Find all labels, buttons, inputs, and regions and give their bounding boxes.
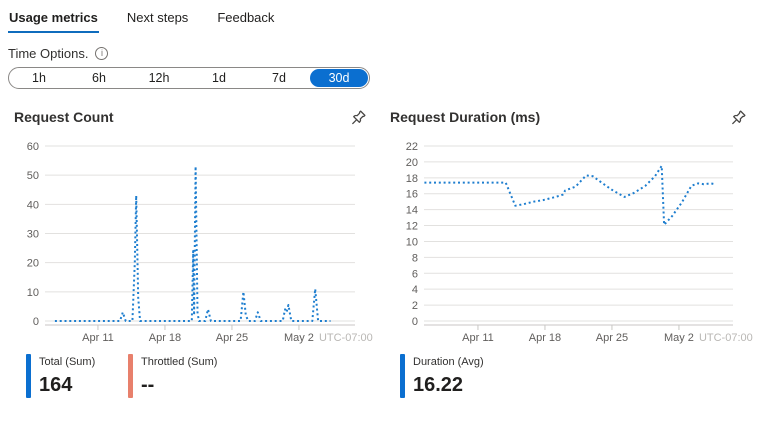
request-duration-legend: Duration (Avg) 16.22 [384, 354, 761, 398]
svg-text:2: 2 [412, 300, 418, 312]
legend-value: -- [141, 374, 155, 396]
tab-next-steps[interactable]: Next steps [126, 10, 189, 25]
svg-text:May 2: May 2 [284, 332, 314, 344]
svg-text:May 2: May 2 [664, 332, 694, 344]
svg-text:12: 12 [406, 221, 418, 233]
request-duration-chart-card: Request Duration (ms) 0 2 4 6 8 10 12 14 16 18 20 2… [384, 106, 761, 398]
time-option-12h[interactable]: 12h [148, 71, 170, 85]
svg-text:20: 20 [406, 157, 418, 169]
svg-text:6: 6 [412, 268, 418, 280]
svg-text:0: 0 [412, 316, 418, 328]
svg-text:Apr 18: Apr 18 [529, 332, 561, 344]
svg-text:16: 16 [406, 189, 418, 201]
svg-text:UTC-07:00: UTC-07:00 [319, 332, 373, 344]
svg-text:20: 20 [27, 258, 39, 270]
pin-icon[interactable] [729, 108, 747, 126]
chart-title-request-count: Request Count [14, 109, 114, 125]
legend-label: Duration (Avg) [413, 356, 484, 368]
svg-text:Apr 25: Apr 25 [596, 332, 628, 344]
svg-text:Apr 18: Apr 18 [149, 332, 181, 344]
chart-svg-1: 0 2 4 6 8 10 12 14 16 18 20 22 Apr 11 Apr 18 Apr 25 May… [406, 141, 753, 344]
svg-text:Apr 11: Apr 11 [82, 332, 114, 344]
time-option-30d[interactable]: 30d [310, 69, 368, 87]
legend-color-bar [400, 354, 405, 398]
request-count-chart-card: Request Count 0 10 20 30 40 50 60 Apr 11 Apr 18 A… [8, 106, 381, 398]
pin-icon[interactable] [349, 108, 367, 126]
info-circle-icon[interactable]: i [95, 47, 109, 60]
svg-text:50: 50 [27, 170, 39, 182]
time-option-1d[interactable]: 1d [212, 71, 226, 85]
svg-text:30: 30 [27, 229, 39, 241]
legend-value: 164 [39, 374, 73, 396]
svg-text:8: 8 [412, 252, 418, 264]
tab-bar: Usage metrics Next steps Feedback [8, 6, 773, 33]
legend-color-bar [26, 354, 31, 398]
legend-color-bar [128, 354, 133, 398]
svg-text:22: 22 [406, 141, 418, 153]
legend-label: Throttled (Sum) [141, 356, 218, 368]
time-range-segmented-control: 1h 6h 12h 1d 7d 30d [8, 67, 370, 89]
svg-text:UTC-07:00: UTC-07:00 [699, 332, 753, 344]
svg-text:40: 40 [27, 199, 39, 211]
legend-item-duration-avg[interactable]: Duration (Avg) 16.22 [400, 354, 488, 398]
svg-text:10: 10 [27, 287, 39, 299]
svg-text:60: 60 [27, 141, 39, 153]
legend-label: Total (Sum) [39, 356, 96, 368]
chart-title-request-duration: Request Duration (ms) [390, 109, 541, 125]
tab-feedback[interactable]: Feedback [217, 10, 275, 25]
request-count-legend: Total (Sum) 164 Throttled (Sum) -- [8, 354, 381, 398]
svg-text:Apr 11: Apr 11 [462, 332, 494, 344]
legend-item-throttled-sum[interactable]: Throttled (Sum) -- [128, 354, 217, 398]
time-option-1h[interactable]: 1h [32, 71, 46, 85]
svg-text:4: 4 [412, 284, 418, 296]
time-option-7d[interactable]: 7d [272, 71, 286, 85]
legend-item-total-sum[interactable]: Total (Sum) 164 [26, 354, 114, 398]
svg-text:14: 14 [406, 205, 418, 217]
time-options-label: Time Options. [8, 46, 89, 61]
svg-text:18: 18 [406, 173, 418, 185]
tab-usage-metrics[interactable]: Usage metrics [8, 6, 99, 33]
time-option-6h[interactable]: 6h [92, 71, 106, 85]
svg-text:10: 10 [406, 236, 418, 248]
svg-text:Apr 25: Apr 25 [216, 332, 248, 344]
legend-value: 16.22 [413, 374, 464, 396]
chart-svg-0: 0 10 20 30 40 50 60 Apr 11 Apr 18 Apr 25 May 2 UTC-… [27, 141, 373, 344]
svg-text:0: 0 [33, 316, 39, 328]
